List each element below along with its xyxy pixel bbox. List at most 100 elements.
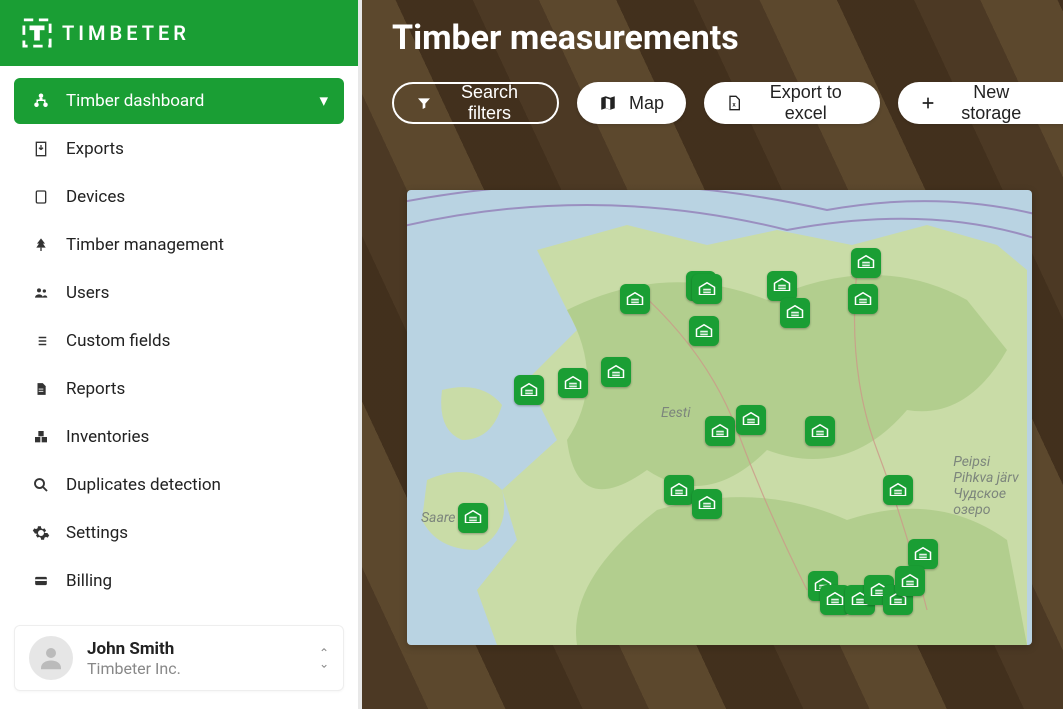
map-button[interactable]: Map (577, 82, 686, 124)
warehouse-icon (826, 590, 844, 609)
sidebar-item-label: Users (66, 283, 328, 303)
warehouse-icon (464, 508, 482, 527)
warehouse-icon (786, 303, 804, 322)
warehouse-icon (607, 363, 625, 382)
storage-marker[interactable] (689, 316, 719, 346)
map-label: Map (629, 93, 664, 114)
warehouse-icon (698, 280, 716, 299)
storage-marker[interactable] (848, 284, 878, 314)
warehouse-icon (914, 545, 932, 564)
chevron-down-icon: ▾ (319, 91, 328, 111)
sidebar-item-label: Duplicates detection (66, 475, 328, 495)
warehouse-icon (711, 422, 729, 441)
sidebar-item-label: Exports (66, 139, 328, 159)
map-panel[interactable]: EestiSaarePeipsi Pihkva järv Чудское озе… (407, 190, 1032, 645)
user-card[interactable]: John Smith Timbeter Inc. ⌃⌃ (14, 625, 344, 691)
search-filters-label: Search filters (444, 82, 535, 124)
new-storage-label: New storage (948, 82, 1035, 124)
brand-name: TIMBETER (62, 21, 190, 45)
sidebar-item-label: Devices (66, 187, 328, 207)
user-switcher-icon[interactable]: ⌃⌃ (319, 648, 329, 668)
warehouse-icon (773, 276, 791, 295)
user-meta: John Smith Timbeter Inc. (87, 639, 319, 678)
storage-marker[interactable] (736, 405, 766, 435)
sidebar-item-reports[interactable]: Reports (14, 366, 344, 412)
tree-icon (30, 236, 52, 254)
warehouse-icon (695, 322, 713, 341)
nodes-icon (30, 92, 52, 110)
users-icon (30, 285, 52, 301)
page-title: Timber measurements (362, 0, 1063, 58)
boxes-icon (30, 429, 52, 445)
sidebar-item-label: Inventories (66, 427, 328, 447)
sidebar-item-label: Reports (66, 379, 328, 399)
warehouse-icon (901, 572, 919, 591)
storage-marker[interactable] (601, 357, 631, 387)
plus-icon (920, 95, 936, 111)
user-org: Timbeter Inc. (87, 659, 319, 678)
warehouse-icon (811, 422, 829, 441)
storage-marker[interactable] (805, 416, 835, 446)
storage-marker[interactable] (705, 416, 735, 446)
svg-text:x: x (732, 102, 736, 108)
warehouse-icon (670, 481, 688, 500)
warehouse-icon (698, 494, 716, 513)
sidebar-item-devices[interactable]: Devices (14, 174, 344, 220)
storage-marker[interactable] (767, 271, 797, 301)
export-excel-label: Export to excel (754, 82, 858, 124)
sidebar-item-users[interactable]: Users (14, 270, 344, 316)
brand-logo[interactable]: TIMBETER (22, 18, 190, 48)
sidebar-item-label: Custom fields (66, 331, 328, 351)
sidebar: TIMBETER Timber dashboard▾ Exports Devices… (0, 0, 362, 709)
sidebar-item-inventories[interactable]: Inventories (14, 414, 344, 460)
storage-marker[interactable] (620, 284, 650, 314)
brand-bar: TIMBETER (0, 0, 358, 66)
storage-marker[interactable] (851, 248, 881, 278)
list-icon (30, 334, 52, 348)
filter-icon (416, 95, 432, 111)
warehouse-icon (520, 381, 538, 400)
warehouse-icon (854, 290, 872, 309)
toolbar: Search filters Map x Export to excel New… (362, 58, 1063, 124)
export-excel-button[interactable]: x Export to excel (704, 82, 880, 124)
sidebar-item-exports[interactable]: Exports (14, 126, 344, 172)
storage-marker[interactable] (664, 475, 694, 505)
sidebar-item-settings[interactable]: Settings (14, 510, 344, 556)
sidebar-item-custom-fields[interactable]: Custom fields (14, 318, 344, 364)
excel-icon: x (726, 94, 742, 112)
storage-marker[interactable] (692, 274, 722, 304)
sidebar-item-timber-management[interactable]: Timber management (14, 222, 344, 268)
tablet-icon (30, 188, 52, 206)
storage-marker[interactable] (458, 503, 488, 533)
card-icon (30, 574, 52, 588)
storage-marker[interactable] (780, 298, 810, 328)
file-icon (30, 380, 52, 398)
search-icon (30, 476, 52, 494)
storage-marker[interactable] (558, 368, 588, 398)
sidebar-item-label: Billing (66, 571, 328, 591)
warehouse-icon (857, 253, 875, 272)
sidebar-item-timber-dashboard[interactable]: Timber dashboard▾ (14, 78, 344, 124)
sidebar-item-duplicates-detection[interactable]: Duplicates detection (14, 462, 344, 508)
storage-marker[interactable] (514, 375, 544, 405)
sidebar-item-label: Settings (66, 523, 328, 543)
warehouse-icon (742, 410, 760, 429)
sidebar-item-label: Timber dashboard (66, 91, 319, 111)
brand-logo-icon (22, 18, 52, 48)
map-icon (599, 94, 617, 112)
gear-icon (30, 524, 52, 542)
user-name: John Smith (87, 639, 319, 659)
storage-marker[interactable] (883, 475, 913, 505)
storage-marker[interactable] (908, 539, 938, 569)
avatar-icon (29, 636, 73, 680)
search-filters-button[interactable]: Search filters (392, 82, 559, 124)
sidebar-item-label: Timber management (66, 235, 328, 255)
warehouse-icon (889, 481, 907, 500)
new-storage-button[interactable]: New storage (898, 82, 1063, 124)
warehouse-icon (626, 290, 644, 309)
download-icon (30, 140, 52, 158)
storage-marker[interactable] (895, 566, 925, 596)
warehouse-icon (564, 374, 582, 393)
sidebar-item-billing[interactable]: Billing (14, 558, 344, 604)
storage-marker[interactable] (692, 489, 722, 519)
